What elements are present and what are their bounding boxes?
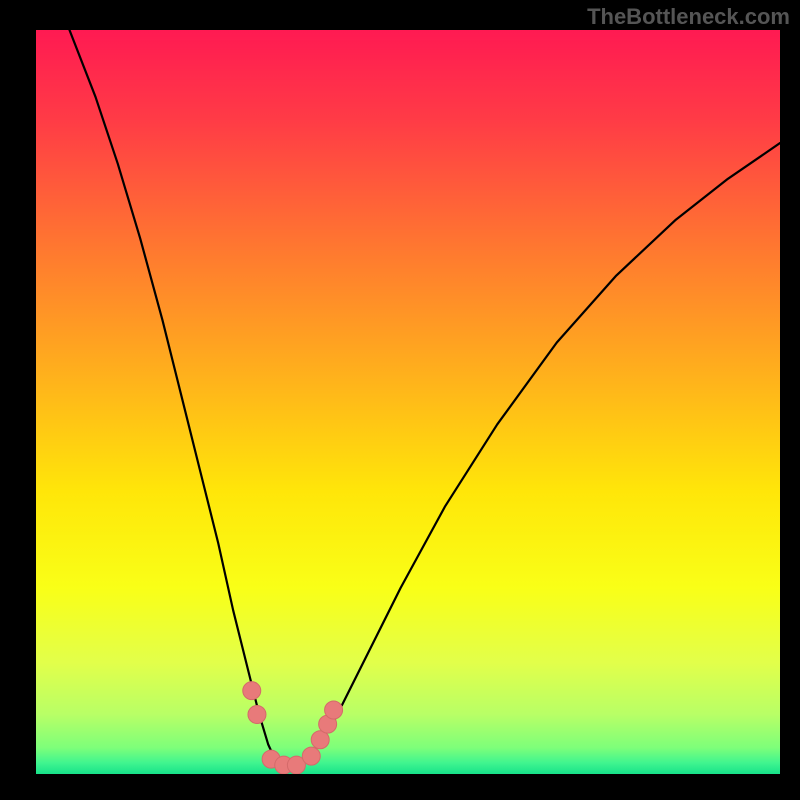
- plot-area: [36, 30, 780, 774]
- marker-point: [302, 747, 320, 765]
- marker-point: [325, 701, 343, 719]
- curve-layer: [36, 30, 780, 774]
- marker-point: [243, 682, 261, 700]
- marker-group: [243, 682, 343, 774]
- chart-frame: TheBottleneck.com: [0, 0, 800, 800]
- bottleneck-curve: [69, 30, 780, 767]
- marker-point: [248, 705, 266, 723]
- watermark-text: TheBottleneck.com: [587, 4, 790, 30]
